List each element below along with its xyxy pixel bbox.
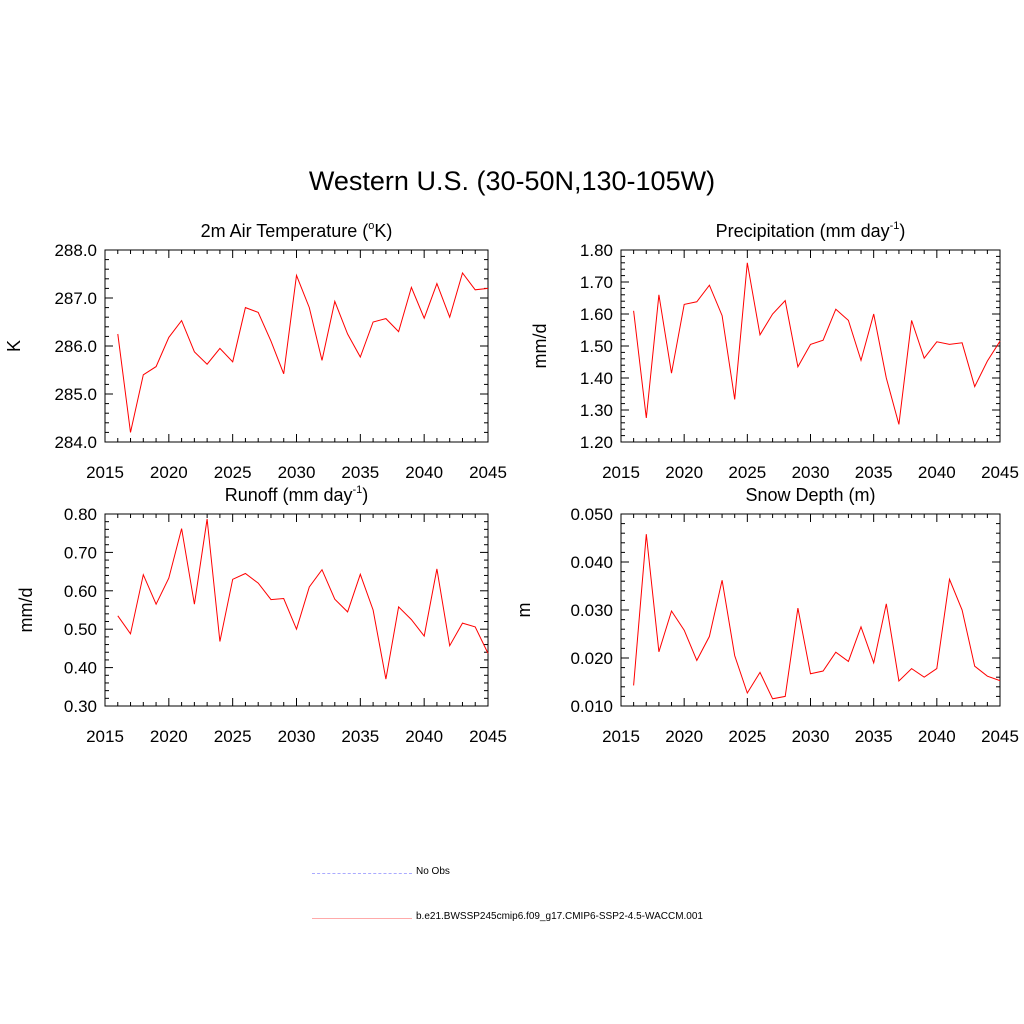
panel-2-xtick-label: 2030	[792, 463, 830, 482]
legend-model-line	[312, 918, 412, 919]
panel-1-ytick-label: 287.0	[54, 289, 97, 308]
panel-3-series-line	[117, 518, 489, 680]
panel-4-xtick-label: 2025	[728, 727, 766, 746]
panel-4-series-line	[633, 534, 1001, 700]
panel-1-ytick-label: 285.0	[54, 385, 97, 404]
panel-3-ylabel: mm/d	[16, 588, 36, 633]
panel-2-ytick-label: 1.70	[580, 273, 613, 292]
panel-2-xtick-label: 2025	[728, 463, 766, 482]
panel-3-xtick-label: 2035	[341, 727, 379, 746]
panel-3-xtick-label: 2040	[405, 727, 443, 746]
panel-2-ytick-label: 1.50	[580, 337, 613, 356]
panel-4-xtick-label: 2035	[855, 727, 893, 746]
panel-3-ytick-label: 0.70	[64, 543, 97, 562]
panel-4-ytick-label: 0.050	[570, 505, 613, 524]
panel-2-xtick-label: 2040	[918, 463, 956, 482]
panel-2-xtick-label: 2020	[665, 463, 703, 482]
panel-3-xtick-label: 2025	[214, 727, 252, 746]
panel-2-frame	[620, 249, 1001, 443]
panel-1-xtick-label: 2020	[150, 463, 188, 482]
panel-3-frame	[104, 513, 489, 707]
panel-3-ytick-label: 0.40	[64, 659, 97, 678]
panel-3-ytick-label: 0.60	[64, 582, 97, 601]
panel-2-ytick-label: 1.60	[580, 305, 613, 324]
panel-2-ytick-label: 1.80	[580, 241, 613, 260]
panel-3-xtick-label: 2030	[278, 727, 316, 746]
panel-2-ylabel: mm/d	[530, 324, 550, 369]
panel-4-xtick-label: 2040	[918, 727, 956, 746]
legend-model-label: b.e21.BWSSP245cmip6.f09_g17.CMIP6-SSP2-4…	[416, 911, 703, 922]
panel-4-ytick-label: 0.040	[570, 553, 613, 572]
panel-1-series-line	[117, 271, 489, 433]
panel-2-title: Precipitation (mm day-1)	[716, 220, 906, 241]
panel-1-title: 2m Air Temperature (oK)	[201, 220, 393, 241]
panel-4-ytick-label: 0.030	[570, 601, 613, 620]
panel-1-xtick-label: 2025	[214, 463, 252, 482]
panel-4-ytick-label: 0.020	[570, 649, 613, 668]
panel-4-xtick-label: 2045	[981, 727, 1019, 746]
panel-3-title: Runoff (mm day-1)	[225, 484, 369, 505]
panel-1-xtick-label: 2030	[278, 463, 316, 482]
panel-2-ytick-label: 1.40	[580, 369, 613, 388]
legend-obs-label: No Obs	[416, 866, 450, 877]
panel-3-xtick-label: 2045	[469, 727, 507, 746]
panel-2-xtick-label: 2015	[602, 463, 640, 482]
panel-2-ytick-label: 1.30	[580, 401, 613, 420]
legend-obs-line	[312, 873, 412, 874]
panel-3-xtick-label: 2020	[150, 727, 188, 746]
panel-1-xtick-label: 2045	[469, 463, 507, 482]
panel-3-xtick-label: 2015	[86, 727, 124, 746]
panel-1-ylabel: K	[4, 340, 24, 352]
figure-title: Western U.S. (30-50N,130-105W)	[308, 166, 716, 196]
panel-3-ytick-label: 0.80	[64, 505, 97, 524]
panel-1-xtick-label: 2035	[341, 463, 379, 482]
panel-3-ytick-label: 0.30	[64, 697, 97, 716]
panel-3-ytick-label: 0.50	[64, 620, 97, 639]
panel-4-ytick-label: 0.010	[570, 697, 613, 716]
panel-4-ylabel: m	[514, 603, 534, 618]
panel-1-xtick-label: 2040	[405, 463, 443, 482]
panel-1-ytick-label: 284.0	[54, 433, 97, 452]
panel-4-title: Snow Depth (m)	[745, 485, 875, 505]
panel-2-series-line	[633, 262, 1001, 425]
panel-4-frame	[620, 513, 1001, 707]
panel-4-xtick-label: 2030	[792, 727, 830, 746]
panel-1-ytick-label: 286.0	[54, 337, 97, 356]
panel-2-xtick-label: 2035	[855, 463, 893, 482]
panel-4-xtick-label: 2020	[665, 727, 703, 746]
panel-2-ytick-label: 1.20	[580, 433, 613, 452]
panel-2-xtick-label: 2045	[981, 463, 1019, 482]
panel-4-xtick-label: 2015	[602, 727, 640, 746]
panel-1-ytick-label: 288.0	[54, 241, 97, 260]
panel-1-xtick-label: 2015	[86, 463, 124, 482]
